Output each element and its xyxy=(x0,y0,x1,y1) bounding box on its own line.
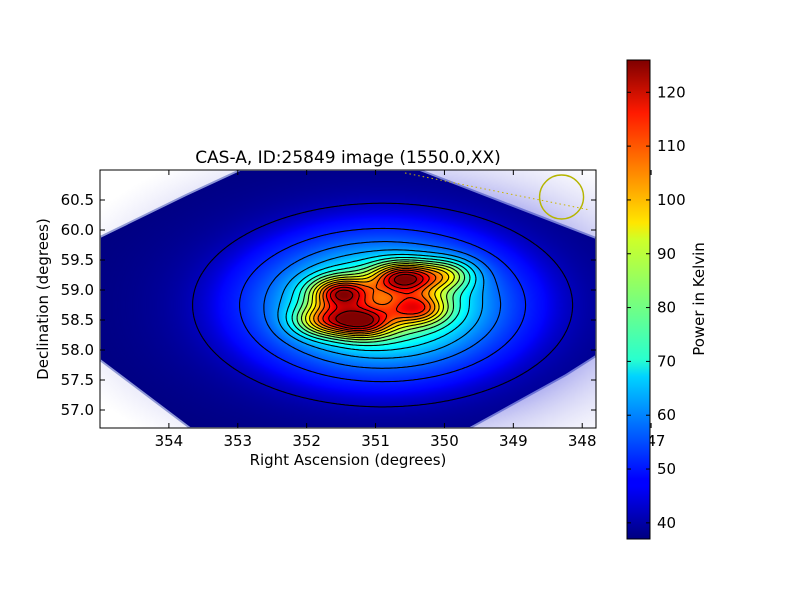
colorbar-gradient xyxy=(626,59,651,540)
contour-line xyxy=(317,267,437,333)
colorbar-tick-label: 60 xyxy=(657,406,676,424)
y-tick-label: 58.0 xyxy=(61,341,94,359)
contour-lines xyxy=(192,202,574,408)
y-tick-label: 57.0 xyxy=(61,401,94,419)
x-tick-label: 351 xyxy=(361,432,390,450)
contour-line xyxy=(335,273,418,328)
contour-line xyxy=(291,256,471,347)
colorbar-tick-label: 80 xyxy=(657,299,676,317)
x-tick-label: 354 xyxy=(155,432,184,450)
colorbar-tick-label: 120 xyxy=(657,83,686,101)
x-tick-label: 348 xyxy=(568,432,597,450)
contour-line xyxy=(239,227,527,383)
contour-line xyxy=(285,253,477,352)
y-tick-label: 59.5 xyxy=(61,251,94,269)
x-tick-label: 352 xyxy=(292,432,321,450)
colorbar-tick-label: 110 xyxy=(657,137,686,155)
heatmap-image xyxy=(100,170,596,428)
contour-line xyxy=(192,202,574,408)
colorbar-label: Power in Kelvin xyxy=(690,242,708,356)
y-axis-label: Declination (degrees) xyxy=(34,218,52,380)
x-tick-label: 350 xyxy=(430,432,459,450)
y-tick-label: 57.5 xyxy=(61,371,94,389)
plot-area xyxy=(100,170,596,428)
contour-line xyxy=(296,259,466,343)
y-tick-label: 58.5 xyxy=(61,311,94,329)
colorbar-tick-label: 50 xyxy=(657,460,676,478)
colorbar-ticks: 40 50 60 70 80 90 100 110 120 xyxy=(627,83,686,532)
contour-line xyxy=(277,249,485,359)
y-tick-label: 60.0 xyxy=(61,221,94,239)
y-axis: 57.0 57.5 58.0 58.5 59.0 59.5 60.0 60.5 xyxy=(61,191,596,419)
contour-line xyxy=(263,241,502,369)
y-tick-label: 60.5 xyxy=(61,191,94,209)
contour-line xyxy=(300,261,461,341)
x-axis: 354 353 352 351 350 349 348 347 xyxy=(155,170,665,450)
chart-title: CAS-A, ID:25849 image (1550.0,XX) xyxy=(195,148,501,168)
y-tick-label: 59.0 xyxy=(61,281,94,299)
x-tick-label: 349 xyxy=(499,432,528,450)
colorbar: 40 50 60 70 80 90 100 110 120 Power in Kelvin xyxy=(626,59,708,540)
colorbar-tick-label: 70 xyxy=(657,352,676,370)
colorbar-tick-label: 40 xyxy=(657,514,676,532)
contour-line xyxy=(309,264,450,337)
plot-frame xyxy=(99,169,597,429)
x-axis-label: Right Ascension (degrees) xyxy=(250,451,447,469)
colorbar-tick-label: 90 xyxy=(657,245,676,263)
beam-marker xyxy=(538,174,585,220)
contour-line xyxy=(305,263,455,339)
colorbar-tick-label: 100 xyxy=(657,191,686,209)
contour-line xyxy=(322,269,430,332)
contour-line xyxy=(328,271,424,330)
x-tick-label: 353 xyxy=(223,432,252,450)
contour-line xyxy=(313,266,444,335)
